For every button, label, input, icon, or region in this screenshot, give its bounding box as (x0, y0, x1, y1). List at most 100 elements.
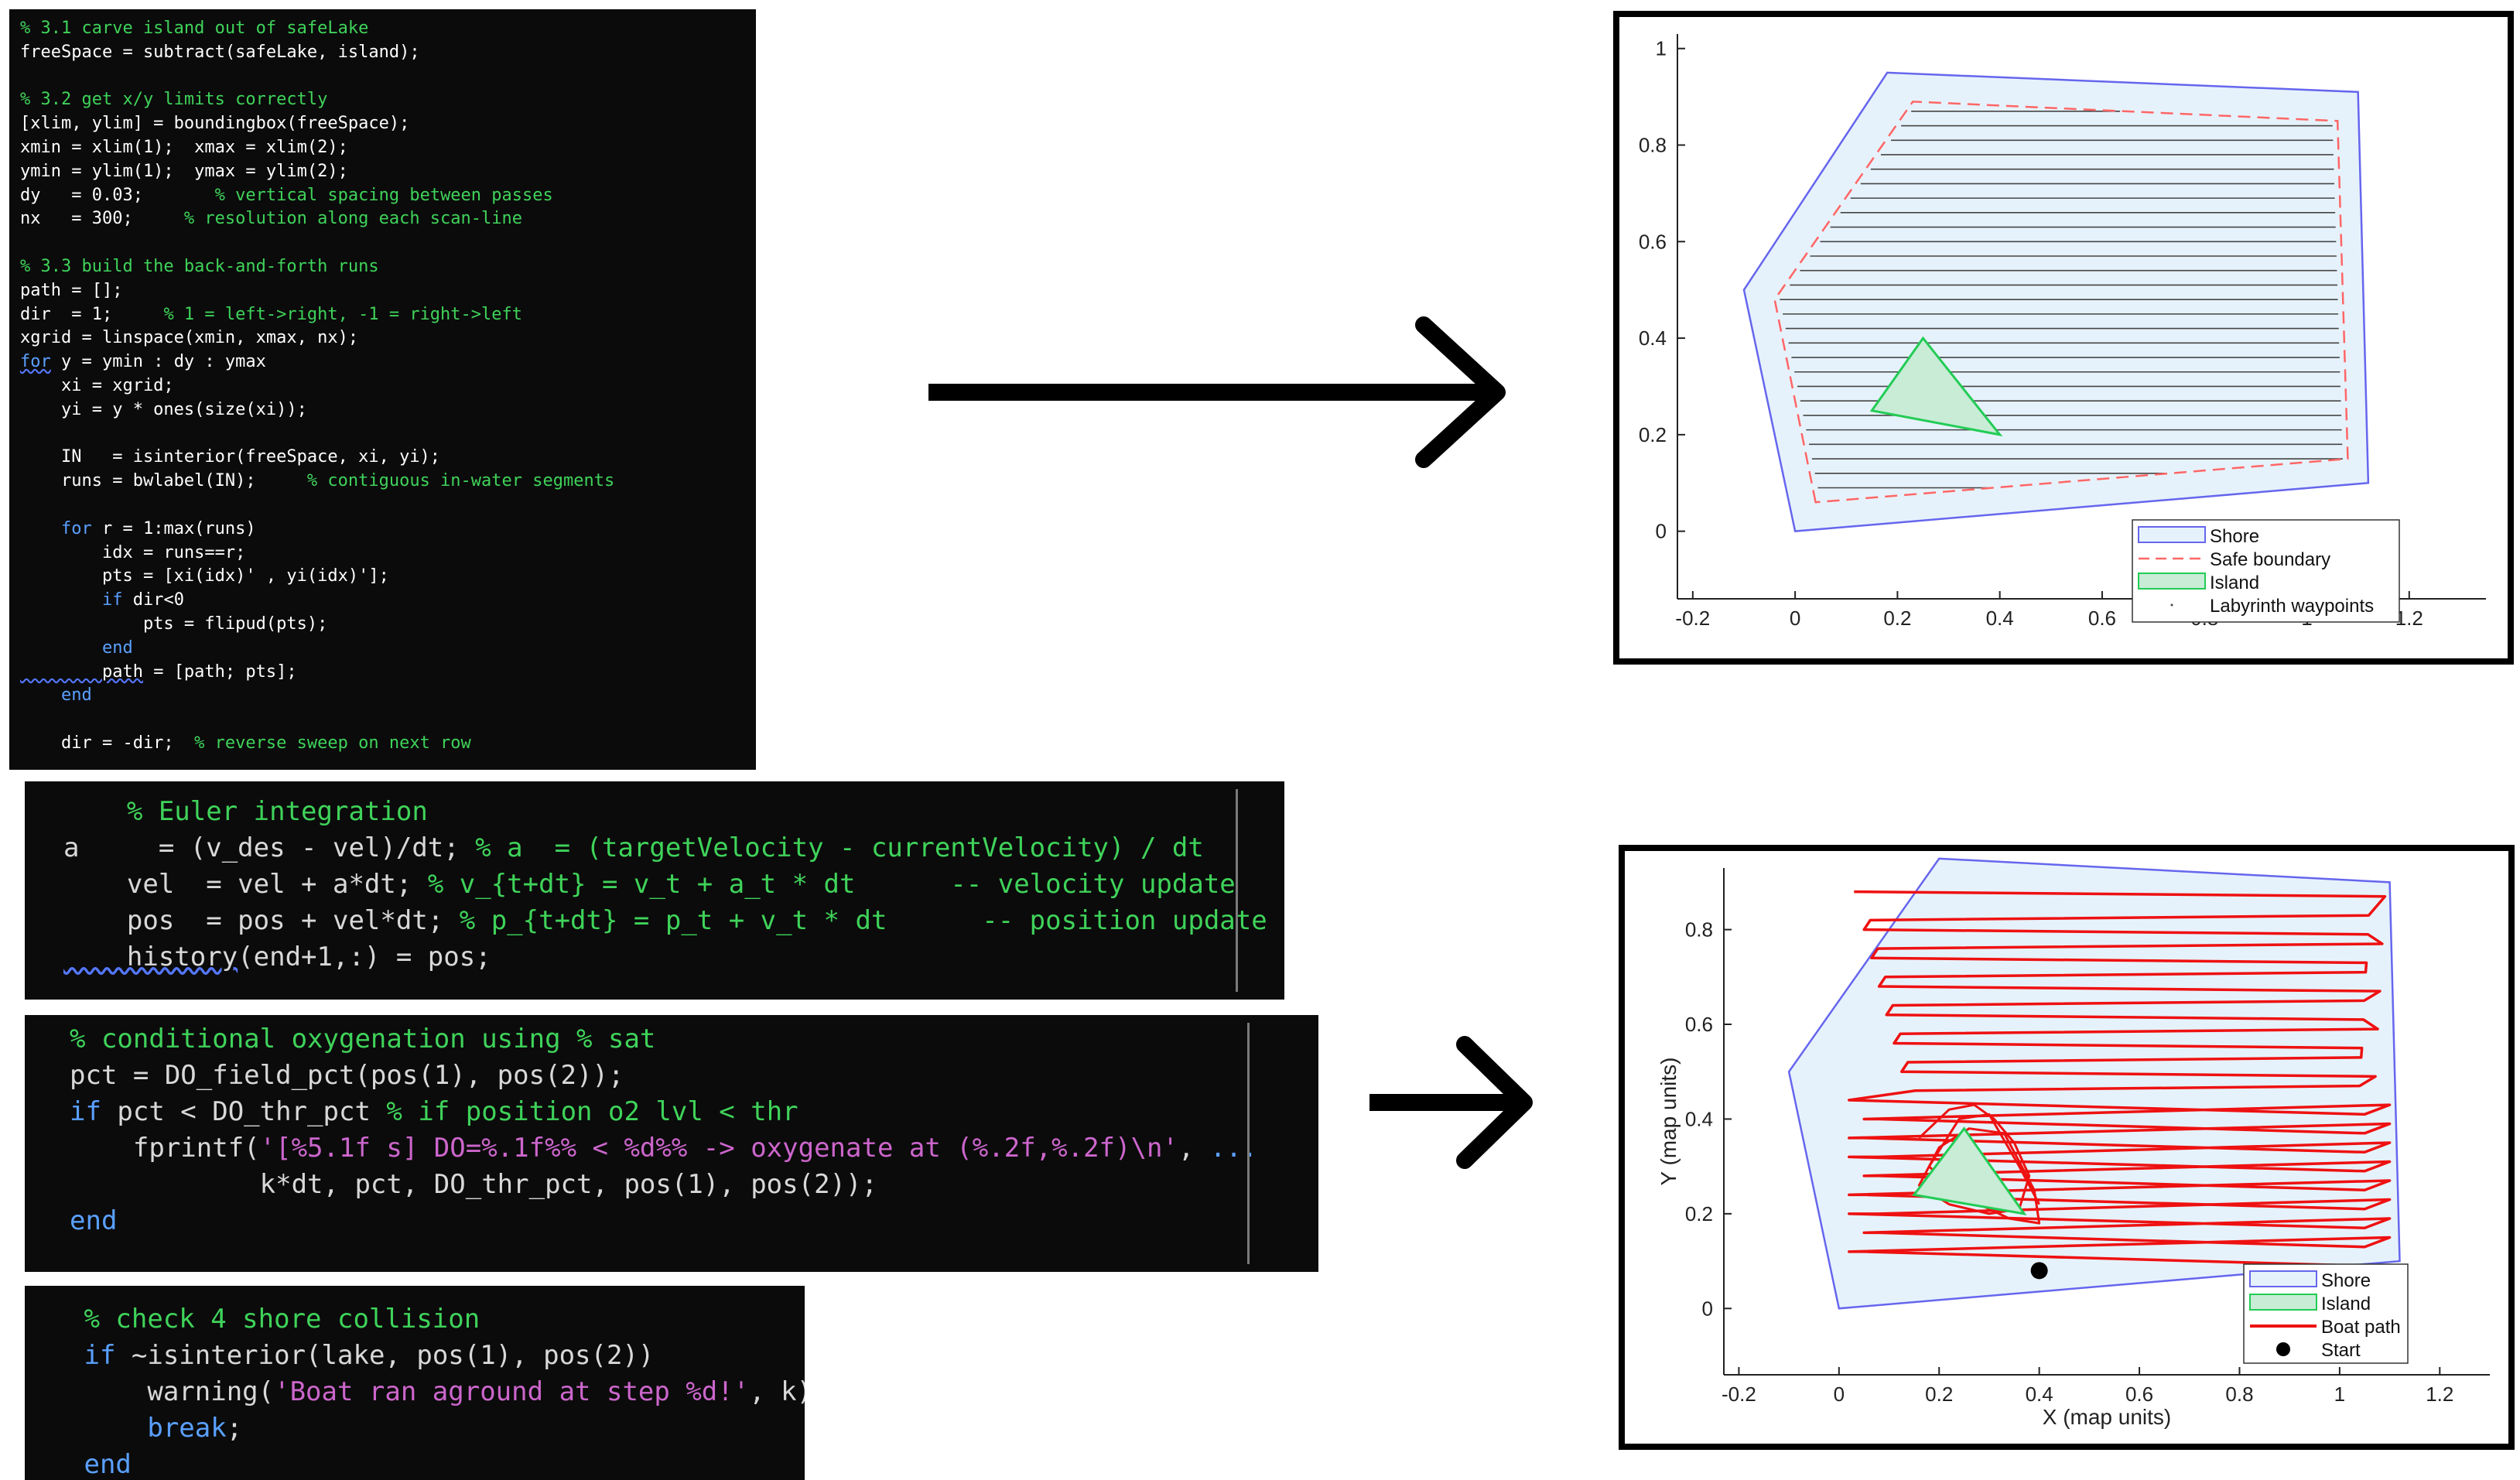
legend-label: Start (2321, 1340, 2361, 1361)
x-tick-label: 1 (2334, 1383, 2345, 1406)
code-line: path = [path; pts]; (20, 661, 614, 685)
code-token: pct < DO_thr_pct (101, 1096, 387, 1127)
legend-label: Island (2321, 1294, 2371, 1314)
code-token: , k); (749, 1376, 805, 1407)
code-token: % vertical spacing between passes (214, 185, 553, 205)
code-token: 'Boat ran aground at step %d!' (274, 1376, 750, 1407)
code-line: % check 4 shore collision (68, 1301, 805, 1338)
x-axis-label: X (map units) (2043, 1405, 2172, 1429)
code-line: freeSpace = subtract(safeLake, island); (20, 41, 614, 65)
code-line: dy = 0.03; % vertical spacing between pa… (20, 184, 614, 208)
code-token: freeSpace = subtract(safeLake, island); (20, 42, 420, 62)
boat-path-tangle (1917, 1103, 2041, 1225)
code-line: [xlim, ylim] = boundingbox(freeSpace); (20, 112, 614, 136)
code-line: vel = vel + a*dt; % v_{t+dt} = v_t + a_t… (63, 866, 1267, 903)
boat-path-line (1848, 890, 2392, 1267)
legend-label: Labyrinth waypoints (2210, 596, 2374, 617)
code-token: % resolution along each scan-line (183, 209, 523, 229)
x-tick-label: 0.4 (2026, 1383, 2053, 1406)
code-line: nx = 300; % resolution along each scan-l… (20, 207, 614, 231)
code-token: pos = pos + vel*dt; (63, 905, 460, 936)
code-token: % if position o2 lvl < thr (386, 1096, 798, 1127)
code-line: idx = runs==r; (20, 542, 614, 566)
code-token: r = 1:max(runs) (91, 518, 256, 538)
x-tick-label: 0.2 (1925, 1383, 1953, 1406)
code-token: path = []; (20, 280, 123, 300)
code-token: IN = isinterior(freeSpace, xi, yi); (20, 447, 441, 467)
x-tick-label: 0.8 (2225, 1383, 2253, 1406)
code-token: ... (1209, 1133, 1258, 1164)
code-line: xgrid = linspace(xmin, xmax, nx); (20, 326, 614, 350)
legend-swatch (2138, 573, 2206, 590)
code-line: for y = ymin : dy : ymax (20, 350, 614, 374)
code-token: break (68, 1413, 227, 1444)
code-line: pos = pos + vel*dt; % p_{t+dt} = p_t + v… (63, 903, 1267, 939)
code-line: % Euler integration (63, 794, 1267, 830)
code-line: for r = 1:max(runs) (20, 518, 614, 542)
code-token: if (70, 1096, 101, 1127)
code-token: warning( (68, 1376, 275, 1407)
code-token: = [path; pts]; (142, 661, 297, 682)
y-tick-label: 0.2 (1639, 423, 1667, 446)
labyrinth-code-panel: % 3.1 carve island out of safeLake freeSp… (9, 9, 756, 770)
code-line: dir = -dir; % reverse sweep on next row (20, 732, 614, 756)
code-line: fprintf('[%5.1f s] DO=%.1f%% < %d%% -> o… (70, 1130, 1257, 1167)
start-point (2030, 1262, 2048, 1280)
euler-code-panel: % Euler integration a = (v_des - vel)/dt;… (25, 781, 1284, 1000)
safe-boundary-polygon (1773, 101, 2349, 504)
code-line: % conditional oxygenation using % sat (70, 1021, 1257, 1058)
legend-swatch (2249, 1294, 2317, 1311)
legend-label: Shore (2210, 526, 2259, 547)
code-line (20, 231, 614, 255)
code-line: end (20, 637, 614, 661)
y-tick-label: 0.2 (1685, 1202, 1713, 1225)
code-line: % 3.2 get x/y limits correctly (20, 88, 614, 112)
y-axis-label: Y (map units) (1657, 1058, 1681, 1186)
legend-swatch (2249, 1270, 2317, 1287)
y-tick-label: 0.8 (1685, 918, 1713, 942)
code-token: ymin = ylim(1); ymax = ylim(2); (20, 161, 348, 181)
x-tick-label: -0.2 (1722, 1383, 1756, 1406)
code-token: % reverse sweep on next row (194, 733, 471, 753)
arrow-right-icon (1369, 1036, 1533, 1169)
code-token: end (68, 1449, 132, 1480)
code-line: end (20, 684, 614, 708)
y-tick-label: 0 (1656, 520, 1667, 543)
y-tick-label: 0.6 (1685, 1013, 1713, 1036)
legend-label: Shore (2321, 1270, 2371, 1291)
code-line: IN = isinterior(freeSpace, xi, yi); (20, 446, 614, 470)
code-token: k*dt, pct, DO_thr_pct, pos(1), pos(2)); (70, 1169, 877, 1200)
code-token (20, 685, 61, 705)
code-token: % 1 = left->right, -1 = right->left (163, 304, 523, 324)
code-token: dir = 1; (20, 304, 164, 324)
code-line: pts = [xi(idx)' , yi(idx)']; (20, 565, 614, 589)
y-tick-label: 0.4 (1685, 1107, 1713, 1130)
boat-path-plot: -0.2 0 0.2 0.4 0.6 0.8 1 1.2 0 0.2 0.4 0.6 0.8 X (map… (1619, 845, 2515, 1450)
code-token: dir<0 (122, 590, 184, 610)
legend-swatch (2170, 603, 2173, 607)
code-line: % 3.1 carve island out of safeLake (20, 17, 614, 41)
code-token: % p_{t+dt} = p_t + v_t * dt -- position … (459, 905, 1267, 936)
code-line (20, 494, 614, 518)
oxygenation-code-block: % conditional oxygenation using % sat pct… (70, 1021, 1257, 1239)
code-token: for (60, 518, 92, 538)
legend-label: Safe boundary (2210, 549, 2330, 570)
code-token (20, 638, 102, 658)
code-token (20, 590, 102, 610)
collision-code-panel: % check 4 shore collision if ~isinterior… (25, 1286, 805, 1480)
code-token: pts = flipud(pts); (20, 614, 328, 634)
y-tick-label: 0.8 (1639, 134, 1667, 157)
legend-label: Island (2210, 573, 2259, 593)
code-line: path = []; (20, 279, 614, 303)
code-line: break; (68, 1410, 805, 1447)
legend-swatch (2276, 1342, 2290, 1356)
code-token: a = (v_des - vel)/dt; (63, 832, 476, 863)
code-token: if (68, 1340, 116, 1371)
code-line: yi = y * ones(size(xi)); (20, 398, 614, 422)
euler-code-block: % Euler integration a = (v_des - vel)/dt;… (63, 794, 1267, 976)
code-token: for (20, 352, 51, 372)
code-token: % check 4 shore collision (68, 1304, 480, 1335)
code-line: a = (v_des - vel)/dt; % a = (targetVeloc… (63, 830, 1267, 866)
code-line: if pct < DO_thr_pct % if position o2 lvl… (70, 1094, 1257, 1130)
code-line: pts = flipud(pts); (20, 613, 614, 637)
